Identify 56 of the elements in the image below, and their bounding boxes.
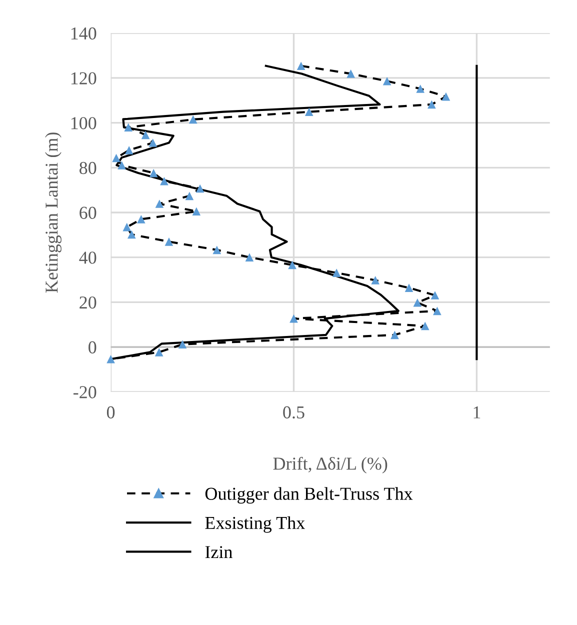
point	[332, 268, 341, 277]
point	[382, 76, 392, 86]
point	[304, 108, 314, 116]
point	[420, 322, 430, 330]
x-axis-title: Drift, Δδi/L (%)	[273, 456, 388, 474]
point	[188, 115, 198, 124]
point	[428, 100, 436, 109]
y-tick-label: 140	[71, 27, 96, 40]
point	[196, 184, 204, 193]
point	[149, 168, 158, 178]
y-tick-label: 40	[79, 252, 96, 264]
point	[296, 62, 306, 70]
point	[371, 276, 380, 284]
point	[127, 230, 136, 239]
point	[136, 215, 146, 224]
legend-label: Outigger dan Belt-Truss Thx	[205, 487, 413, 504]
point	[178, 340, 187, 349]
y-tick-label: 20	[80, 296, 96, 309]
point	[106, 354, 115, 364]
point	[192, 207, 201, 216]
x-tick-label: 0	[106, 406, 115, 418]
point	[212, 246, 222, 254]
y-axis-title: Ketinggian Lantai (m)	[45, 132, 62, 293]
x-tick-label: 0.5	[283, 406, 304, 419]
point	[404, 284, 414, 292]
point	[433, 306, 442, 316]
point	[185, 192, 194, 200]
point	[124, 123, 133, 132]
legend-label: Izin	[205, 546, 232, 558]
legend-label: Exsisting Thx	[205, 516, 305, 533]
y-tick-label: 60	[80, 206, 96, 219]
point	[346, 70, 355, 78]
point	[122, 222, 132, 232]
point	[442, 92, 450, 101]
point	[164, 237, 174, 246]
y-tick-label: -20	[74, 386, 96, 398]
point	[148, 138, 158, 147]
y-tick-label: 0	[88, 341, 96, 354]
point	[118, 161, 126, 170]
point	[430, 291, 440, 300]
point	[413, 298, 422, 307]
point	[288, 260, 296, 270]
point	[112, 154, 120, 162]
point	[245, 253, 254, 262]
point	[290, 314, 298, 323]
y-tick-label: 100	[71, 117, 96, 130]
point	[390, 330, 399, 340]
point	[124, 146, 134, 154]
point	[154, 348, 164, 356]
point	[160, 176, 168, 186]
y-tick-label: 80	[80, 162, 96, 174]
point	[416, 84, 425, 93]
y-tick-label: 120	[71, 72, 96, 84]
point	[141, 130, 150, 140]
x-tick-label: 1	[474, 406, 480, 418]
point	[155, 200, 164, 208]
